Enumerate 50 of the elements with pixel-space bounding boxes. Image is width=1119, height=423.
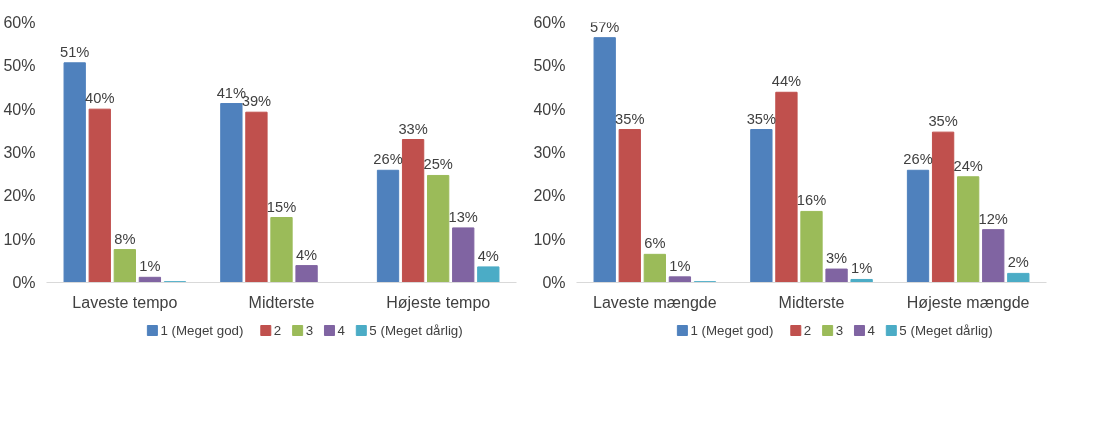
data-label: 16% — [796, 192, 827, 209]
y-tick-label: 20% — [533, 187, 566, 205]
data-label: 15% — [266, 198, 297, 215]
y-tick-label: 50% — [3, 57, 36, 75]
data-label: 24% — [953, 157, 983, 174]
x-tick-label: Laveste mængde — [593, 293, 717, 311]
legend-label: 4 — [337, 323, 346, 338]
x-tick-label: Midterste — [248, 293, 315, 311]
data-label: 6% — [644, 235, 666, 252]
legend-label: 5 (Meget dårlig) — [899, 323, 993, 338]
y-tick-label: 20% — [3, 187, 36, 205]
data-label: 25% — [423, 156, 453, 173]
data-label: 57% — [590, 18, 620, 35]
y-tick-label: 40% — [533, 100, 566, 118]
x-tick-label: Midterste — [778, 293, 845, 311]
legend-label: 3 — [305, 323, 314, 338]
data-label: 8% — [114, 230, 136, 247]
y-tick-label: 10% — [533, 230, 566, 248]
y-tick-label: 30% — [3, 144, 36, 161]
data-label: 12% — [978, 210, 1008, 227]
y-tick-label: 60% — [533, 14, 566, 31]
data-label: 33% — [398, 120, 428, 137]
data-label: 13% — [448, 208, 478, 225]
legend-label: 2 — [273, 323, 282, 338]
legend-label: 3 — [835, 323, 844, 338]
x-tick-label: Højeste tempo — [386, 293, 491, 311]
y-tick-label: 10% — [3, 230, 36, 248]
legend-label: 5 (Meget dårlig) — [369, 323, 463, 338]
data-label: 44% — [771, 73, 802, 90]
legend-label: 1 (Meget god) — [160, 323, 244, 338]
y-tick-label: 40% — [3, 100, 36, 118]
data-label: 1% — [139, 258, 161, 275]
legend-label: 1 (Meget god) — [690, 323, 774, 338]
data-label: 51% — [60, 43, 90, 60]
y-tick-label: 0% — [542, 274, 566, 291]
y-tick-label: 50% — [533, 57, 566, 75]
x-tick-label: Højeste mængde — [906, 293, 1030, 311]
data-label: 4% — [477, 247, 499, 264]
data-label: 1% — [669, 257, 691, 274]
data-label: 2% — [1007, 254, 1029, 271]
y-tick-label: 60% — [3, 14, 36, 31]
x-tick-label: Laveste tempo — [72, 293, 178, 311]
data-label: 4% — [295, 246, 318, 263]
data-label: 3% — [825, 250, 848, 267]
data-label: 35% — [928, 113, 958, 130]
y-tick-label: 0% — [12, 274, 36, 291]
y-tick-label: 30% — [533, 144, 566, 161]
legend-label: 2 — [803, 323, 812, 338]
data-label: 1% — [851, 260, 873, 277]
legend-label: 4 — [867, 323, 876, 338]
